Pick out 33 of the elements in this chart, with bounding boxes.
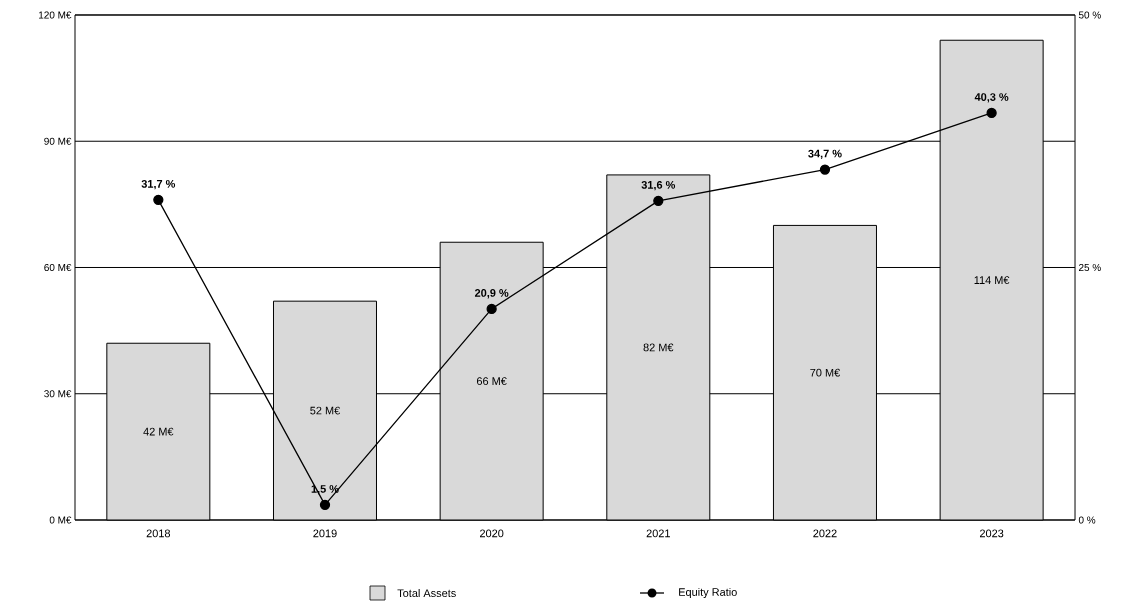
data-label: 70 M€ <box>810 368 841 377</box>
point <box>153 194 164 205</box>
data-label: 31,7 % <box>141 180 176 190</box>
point <box>986 107 997 119</box>
legend-label: Total Assets <box>397 588 456 598</box>
data-label: 42 M€ <box>143 427 174 436</box>
data-label: 82 M€ <box>643 343 674 352</box>
x-tick-label: 2023 <box>979 529 1004 538</box>
data-label: 52 M€ <box>310 406 341 415</box>
data-label: 34,7 % <box>808 149 842 160</box>
y-tick-label: 120 M€ <box>39 11 72 19</box>
y-tick-label: 60 M€ <box>44 263 72 272</box>
point <box>319 499 331 510</box>
y2-tick-label: 25 % <box>1078 263 1101 272</box>
x-tick-label: 2022 <box>813 529 837 538</box>
y-tick-label: 90 M€ <box>44 137 72 145</box>
x-tick-label: 2021 <box>646 529 670 538</box>
y-tick-label: 0 M€ <box>49 516 72 524</box>
x-tick-label: 2019 <box>313 529 337 538</box>
y-tick-label: 30 M€ <box>44 390 72 398</box>
x-tick-label: 2018 <box>146 529 171 538</box>
data-label: 66 M€ <box>476 377 507 385</box>
data-label: 20,9 % <box>474 289 509 299</box>
x-tick-label: 2020 <box>480 529 504 538</box>
y2-tick-label: 0 % <box>1078 516 1096 524</box>
point <box>819 164 831 175</box>
data-label: 114 M€ <box>974 276 1010 284</box>
data-label: 31,6 % <box>641 181 676 191</box>
y2-tick-label: 50 % <box>1078 11 1101 19</box>
point <box>653 195 664 206</box>
point <box>486 303 497 315</box>
legend-label: Equity Ratio <box>679 587 737 599</box>
data-label: 40,3 % <box>974 93 1009 103</box>
